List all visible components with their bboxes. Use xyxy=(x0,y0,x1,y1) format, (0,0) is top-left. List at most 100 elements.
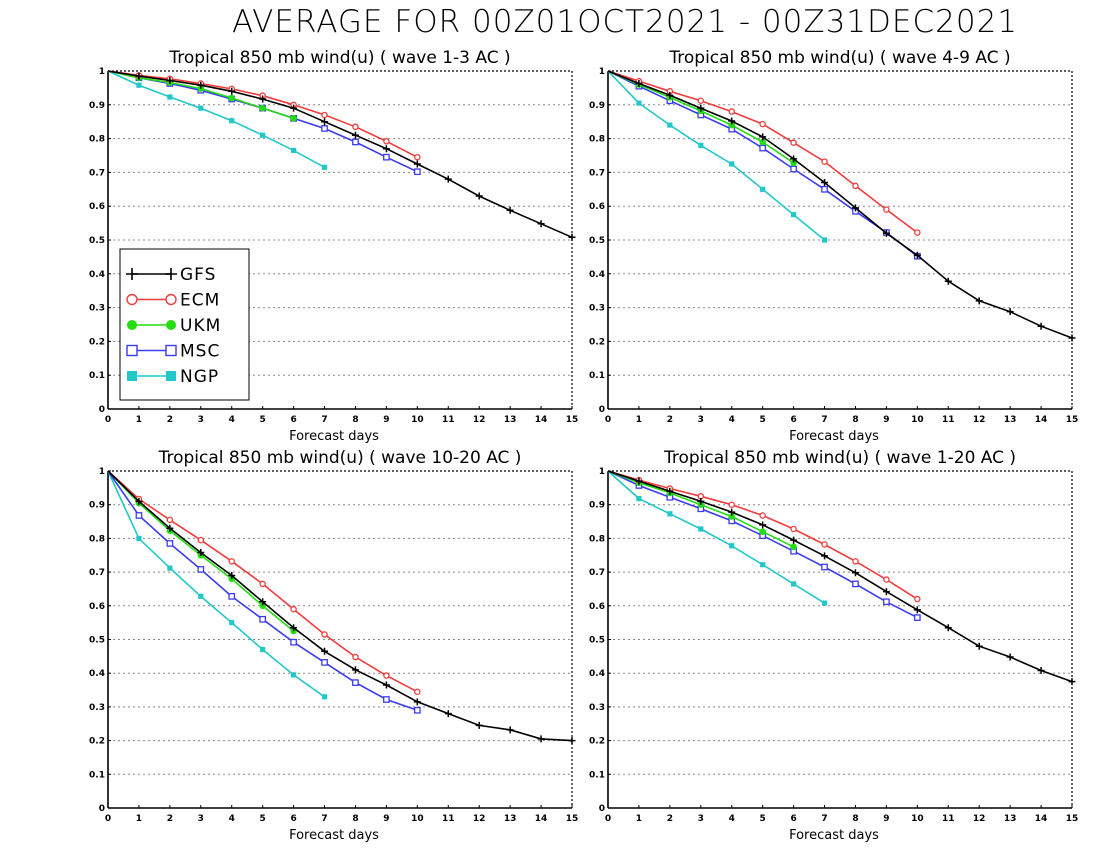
y-tick-label: 0.6 xyxy=(589,602,605,612)
y-tick-label: 0.7 xyxy=(89,568,105,578)
series-msc xyxy=(607,470,921,621)
data-point-ngp xyxy=(791,581,797,587)
x-tick-label: 10 xyxy=(411,814,424,824)
data-point-gfs xyxy=(135,72,143,80)
data-point-ukm xyxy=(759,528,766,535)
panel-title: Tropical 850 mb wind(u) ( wave 10-20 AC … xyxy=(158,448,522,468)
series-ngp xyxy=(107,70,328,170)
y-tick-label: 0.1 xyxy=(589,371,605,381)
x-tick-label: 6 xyxy=(290,814,296,824)
data-point-gfs xyxy=(475,192,483,200)
x-tick-label: 1 xyxy=(636,415,642,425)
data-point-gfs xyxy=(975,297,983,305)
data-point-ecm xyxy=(197,536,205,544)
data-point-msc xyxy=(383,153,390,161)
y-tick-label: 0.2 xyxy=(589,337,605,347)
x-tick-label: 2 xyxy=(667,415,673,425)
data-point-gfs xyxy=(537,735,545,743)
data-point-ecm xyxy=(852,558,859,565)
data-point-gfs xyxy=(197,81,205,89)
data-point-gfs xyxy=(697,104,705,112)
chart-panel-3: Tropical 850 mb wind(u) ( wave 10-20 AC … xyxy=(89,448,578,843)
data-point-ecm xyxy=(228,558,235,565)
x-tick-label: 9 xyxy=(383,415,389,425)
x-tick-label: 12 xyxy=(473,814,486,824)
data-point-msc xyxy=(383,696,390,703)
data-point-gfs xyxy=(444,175,452,183)
x-tick-label: 11 xyxy=(942,814,955,824)
y-tick-label: 0.4 xyxy=(89,669,105,679)
data-point-gfs xyxy=(228,571,236,579)
x-tick-label: 4 xyxy=(229,814,235,824)
data-point-ecm xyxy=(321,111,328,119)
data-point-gfs xyxy=(821,552,829,560)
series-line-gfs xyxy=(107,470,573,742)
x-tick-label: 11 xyxy=(442,814,455,824)
series-line-ngp xyxy=(107,70,325,169)
x-tick-label: 6 xyxy=(790,415,796,425)
y-tick-label: 0.9 xyxy=(89,501,105,511)
y-tick-label: 0 xyxy=(599,405,605,415)
data-point-ecm xyxy=(883,576,890,583)
series-line-gfs xyxy=(107,70,573,239)
data-point-gfs xyxy=(666,91,674,99)
data-point-gfs xyxy=(790,155,798,163)
x-tick-label: 1 xyxy=(136,814,142,824)
legend-label: ECM xyxy=(180,291,220,311)
data-point-msc xyxy=(166,540,174,547)
x-tick-label: 4 xyxy=(729,415,735,425)
y-tick-label: 0.7 xyxy=(589,168,605,178)
x-tick-label: 14 xyxy=(535,415,548,425)
y-tick-label: 0.8 xyxy=(89,534,105,544)
data-point-gfs xyxy=(413,698,421,706)
legend-marker xyxy=(165,344,177,357)
data-point-ecm xyxy=(383,138,390,145)
x-tick-label: 13 xyxy=(504,814,517,824)
x-tick-label: 6 xyxy=(290,415,296,425)
x-tick-label: 5 xyxy=(760,814,766,824)
y-tick-label: 1 xyxy=(599,467,605,477)
legend-marker xyxy=(165,268,177,280)
x-tick-label: 4 xyxy=(229,415,235,425)
data-point-ecm xyxy=(414,688,421,695)
data-point-gfs xyxy=(1006,653,1014,661)
data-point-msc xyxy=(352,138,359,146)
x-tick-label: 3 xyxy=(198,814,204,824)
legend: GFS ECM UKM MSC NGP xyxy=(119,248,250,401)
data-point-msc xyxy=(321,659,328,666)
data-point-gfs xyxy=(821,179,829,187)
series-line-ngp xyxy=(607,470,825,604)
y-tick-label: 0.4 xyxy=(589,270,605,280)
legend-label: NGP xyxy=(180,367,219,387)
data-point-gfs xyxy=(1006,308,1014,316)
data-point-gfs xyxy=(913,251,921,259)
y-tick-label: 0.5 xyxy=(89,636,105,646)
data-point-ecm xyxy=(728,108,735,115)
data-point-ecm xyxy=(697,97,705,104)
x-tick-label: 2 xyxy=(667,814,673,824)
data-point-ngp xyxy=(760,186,766,192)
data-point-ecm xyxy=(914,595,921,603)
y-tick-label: 0.1 xyxy=(589,770,605,780)
series-line-gfs xyxy=(607,70,1073,339)
data-point-gfs xyxy=(882,588,890,596)
data-point-ngp xyxy=(229,620,235,626)
x-tick-label: 5 xyxy=(760,415,766,425)
legend-marker xyxy=(126,293,138,306)
data-point-gfs xyxy=(444,710,452,718)
data-point-gfs xyxy=(413,160,421,168)
data-point-ngp xyxy=(698,142,704,148)
data-point-gfs xyxy=(351,131,359,139)
data-point-ngp xyxy=(321,694,328,700)
data-point-ngp xyxy=(260,132,266,138)
y-tick-label: 0.4 xyxy=(589,669,605,679)
x-tick-label: 7 xyxy=(321,415,327,425)
data-point-ngp xyxy=(291,147,297,154)
x-tick-label: 6 xyxy=(790,814,796,824)
x-tick-label: 10 xyxy=(411,415,424,425)
x-tick-label: 0 xyxy=(605,415,611,425)
series-line-msc xyxy=(107,70,418,173)
data-point-ecm xyxy=(321,631,328,638)
y-tick-label: 0.5 xyxy=(589,636,605,646)
data-point-msc xyxy=(352,679,359,686)
